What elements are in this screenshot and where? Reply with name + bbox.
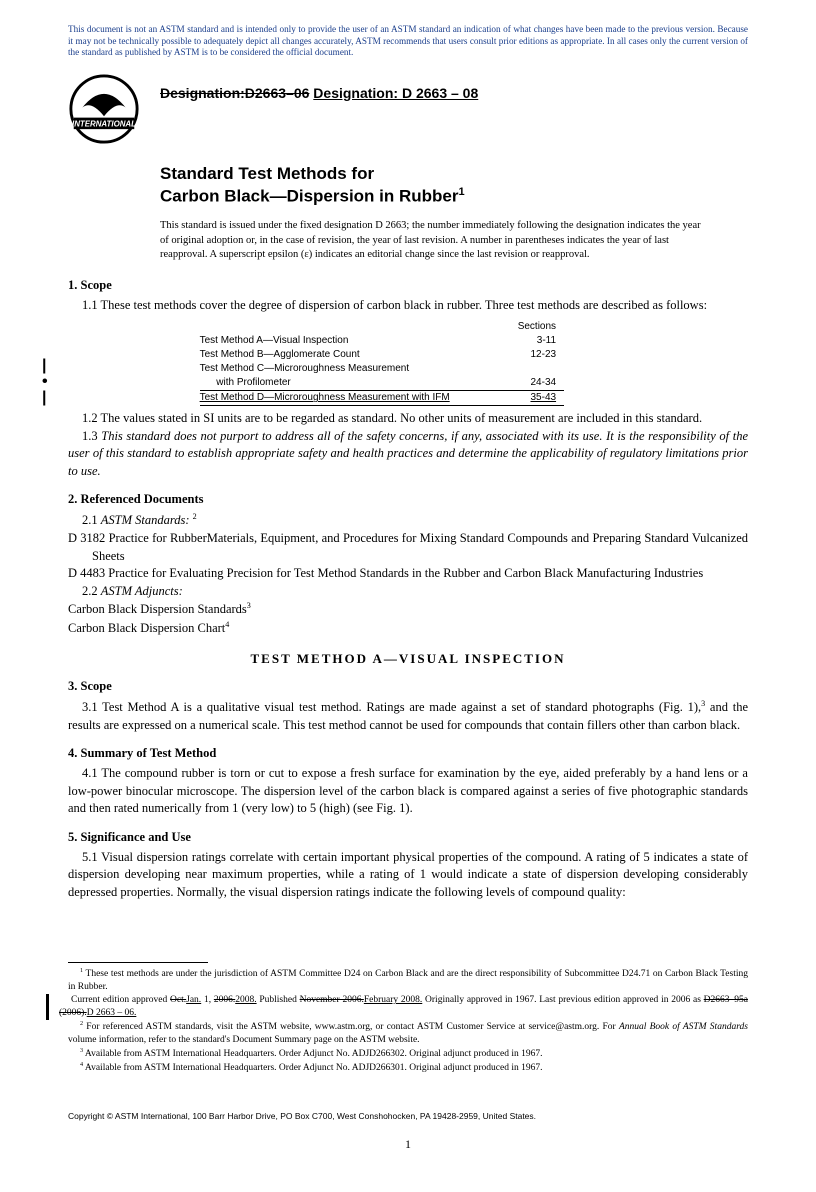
- issued-note: This standard is issued under the fixed …: [160, 219, 748, 262]
- spacer: [68, 901, 748, 902]
- change-bar-footnote: [46, 994, 49, 1020]
- para-1-2: 1.2 The values stated in SI units are to…: [68, 410, 748, 428]
- disclaimer-text: This document is not an ASTM standard an…: [68, 24, 748, 59]
- title-line-1: Standard Test Methods for: [160, 163, 748, 185]
- change-bar-icon: |•|: [42, 320, 48, 406]
- section-2-head: 2. Referenced Documents: [68, 492, 748, 507]
- title-line-2: Carbon Black—Dispersion in Rubber1: [160, 185, 748, 208]
- ref-d4483: D 4483 Practice for Evaluating Precision…: [68, 565, 748, 583]
- astm-logo: INTERNATIONAL: [68, 73, 140, 145]
- para-3-1: 3.1 Test Method A is a qualitative visua…: [68, 698, 748, 734]
- old-designation: Designation:D2663–06: [160, 85, 309, 101]
- section-5-head: 5. Significance and Use: [68, 830, 748, 845]
- footnote-1b: Current edition approved Oct.Jan. 1, 200…: [59, 994, 748, 1020]
- para-2-1: 2.1 ASTM Standards: 2: [68, 511, 748, 530]
- section-3-head: 3. Scope: [68, 679, 748, 694]
- page-number: 1: [68, 1137, 748, 1152]
- designation-line: Designation:D2663–06 Designation: D 2663…: [160, 73, 478, 101]
- method-row: Test Method C—Microroughness Measurement: [200, 362, 564, 376]
- footnote-rule: [68, 962, 208, 963]
- footnote-3: 3 Available from ASTM International Head…: [68, 1047, 748, 1061]
- method-a-heading: TEST METHOD A—VISUAL INSPECTION: [68, 651, 748, 667]
- para-2-2: 2.2 ASTM Adjuncts:: [68, 583, 748, 601]
- para-5-1: 5.1 Visual dispersion ratings correlate …: [68, 849, 748, 902]
- para-1-1: 1.1 These test methods cover the degree …: [68, 297, 748, 315]
- section-4-head: 4. Summary of Test Method: [68, 746, 748, 761]
- methods-header-sections: Sections: [458, 320, 564, 334]
- page-container: This document is not an ASTM standard an…: [0, 0, 816, 1192]
- footnote-4: 4 Available from ASTM International Head…: [68, 1061, 748, 1075]
- method-row-new: Test Method D—Microroughness Measurement…: [200, 391, 564, 406]
- method-row: Test Method A—Visual Inspection3-11: [200, 334, 564, 348]
- footnote-2: 2 For referenced ASTM standards, visit t…: [68, 1020, 748, 1047]
- title-block: Standard Test Methods for Carbon Black—D…: [160, 163, 748, 208]
- methods-table: Sections Test Method A—Visual Inspection…: [200, 320, 564, 406]
- new-designation: Designation: D 2663 – 08: [313, 85, 478, 101]
- adjunct-1: Carbon Black Dispersion Standards3: [68, 600, 748, 619]
- footnote-1: 1 These test methods are under the juris…: [68, 967, 748, 994]
- footnotes: 1 These test methods are under the juris…: [68, 967, 748, 1074]
- svg-text:INTERNATIONAL: INTERNATIONAL: [72, 119, 136, 128]
- section-1-head: 1. Scope: [68, 278, 748, 293]
- para-4-1: 4.1 The compound rubber is torn or cut t…: [68, 765, 748, 818]
- methods-table-wrap: |•| Sections Test Method A—Visual Inspec…: [68, 320, 748, 406]
- header-row: INTERNATIONAL Designation:D2663–06 Desig…: [68, 73, 748, 145]
- method-row: with Profilometer24-34: [200, 376, 564, 391]
- copyright-line: Copyright © ASTM International, 100 Barr…: [68, 1111, 748, 1121]
- para-1-3: 1.3 This standard does not purport to ad…: [68, 428, 748, 481]
- method-row: Test Method B—Agglomerate Count12-23: [200, 348, 564, 362]
- ref-d3182: D 3182 Practice for RubberMaterials, Equ…: [68, 530, 748, 565]
- adjunct-2: Carbon Black Dispersion Chart4: [68, 619, 748, 638]
